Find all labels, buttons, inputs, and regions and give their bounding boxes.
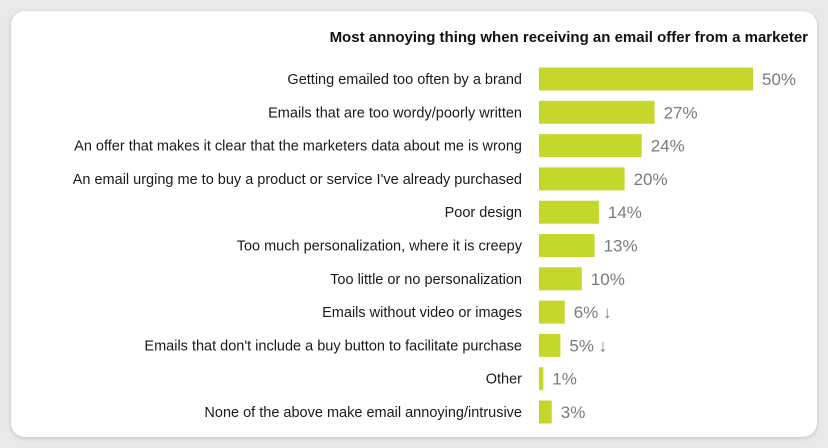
category-label: Too little or no personalization bbox=[330, 272, 522, 288]
value-label: 14% bbox=[608, 203, 642, 222]
value-label: 10% bbox=[591, 270, 625, 289]
bar bbox=[539, 167, 625, 191]
bar bbox=[539, 134, 642, 158]
value-label: 50% bbox=[762, 70, 796, 89]
bar bbox=[539, 200, 599, 224]
category-label: None of the above make email annoying/in… bbox=[204, 405, 522, 421]
bar bbox=[539, 367, 544, 391]
bar bbox=[539, 333, 561, 357]
bar-chart: Getting emailed too often by a brand 50% E… bbox=[73, 67, 796, 424]
chart-title: Most annoying thing when receiving an em… bbox=[329, 29, 808, 46]
value-label: 6% ↓ bbox=[574, 303, 612, 322]
category-label: Poor design bbox=[445, 205, 522, 221]
category-label: Emails without video or images bbox=[322, 305, 522, 321]
bar bbox=[539, 300, 565, 324]
bar bbox=[539, 400, 552, 424]
category-label: Emails that don't include a buy button t… bbox=[144, 338, 522, 354]
value-label: 27% bbox=[664, 103, 698, 122]
bar bbox=[539, 100, 655, 124]
value-label: 13% bbox=[604, 237, 638, 256]
chart-card: Most annoying thing when receiving an em… bbox=[11, 11, 817, 437]
category-label: An offer that makes it clear that the ma… bbox=[74, 139, 522, 155]
category-label: Other bbox=[486, 372, 522, 388]
value-label: 3% bbox=[561, 403, 586, 422]
value-label: 1% bbox=[552, 370, 577, 389]
category-label: Getting emailed too often by a brand bbox=[287, 72, 522, 88]
category-label: Emails that are too wordy/poorly written bbox=[268, 105, 522, 121]
value-label: 24% bbox=[651, 137, 685, 156]
bar bbox=[539, 234, 595, 257]
category-label: An email urging me to buy a product or s… bbox=[73, 172, 522, 188]
category-label: Too much personalization, where it is cr… bbox=[237, 239, 523, 255]
bar bbox=[539, 67, 753, 91]
value-label: 20% bbox=[634, 170, 668, 189]
value-label: 5% ↓ bbox=[569, 336, 607, 355]
bar bbox=[539, 267, 582, 291]
